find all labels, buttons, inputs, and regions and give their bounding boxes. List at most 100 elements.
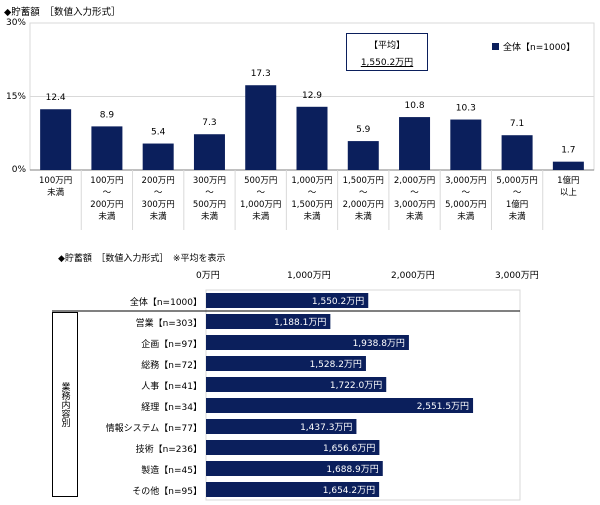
average-value: 1,550.2万円 <box>360 58 414 68</box>
category-label-line: 200万円 <box>141 176 175 186</box>
category-label-line: 未満 <box>508 212 526 222</box>
row-label-5: 経理【n=34】 <box>141 402 202 413</box>
category-label-line: 1,000万円 <box>291 176 333 186</box>
hbar-4 <box>206 377 387 392</box>
y-tick-30: 30% <box>5 18 26 28</box>
hvalue-label-7: 1,656.6万円 <box>323 443 375 454</box>
value-label-10: 1.7 <box>561 146 575 156</box>
x-tick-1000: 1,000万円 <box>287 271 331 281</box>
category-label-line: ～ <box>307 188 317 198</box>
bar-6 <box>347 141 379 170</box>
category-label-line: ～ <box>256 188 265 198</box>
hbar-0 <box>206 293 369 308</box>
category-label-line: 1億円 <box>557 176 580 186</box>
category-label-8: 3,000万円 ～ 5,000万円 未満 <box>440 175 492 223</box>
plot2-frame <box>205 289 521 501</box>
row-label-7: 技術【n=236】 <box>135 444 202 455</box>
category-label-line: ～ <box>512 188 522 198</box>
value-label-9: 7.1 <box>510 119 524 129</box>
category-label-line: 未満 <box>149 212 167 222</box>
hvalue-label-1: 1,188.1万円 <box>274 317 326 328</box>
hvalue-label-0: 1,550.2万円 <box>312 296 364 307</box>
value-label-7: 10.8 <box>405 101 425 111</box>
bar-5 <box>296 106 328 170</box>
category-label-line: 500万円 <box>192 200 227 210</box>
hvalue-label-6: 1,437.3万円 <box>300 422 352 433</box>
row-label-0: 全体【n=1000】 <box>129 297 202 308</box>
category-label-line: 未満 <box>98 212 116 222</box>
category-label-line: 5,000万円 <box>445 200 487 210</box>
category-label-line: 300万円 <box>192 176 227 186</box>
category-label-line: 未満 <box>354 212 372 222</box>
row-label-1: 営業【n=303】 <box>135 318 202 329</box>
legend-label: 全体【n=1000】 <box>503 43 576 53</box>
category-label-line: ～ <box>102 188 112 198</box>
category-label-line: 未満 <box>303 212 321 222</box>
row-label-6: 情報システム【n=77】 <box>105 423 202 434</box>
category-label-line: 1,500万円 <box>342 176 384 186</box>
category-label-4: 500万円 ～ 1,000万円 未満 <box>235 175 287 223</box>
category-label-line: 200万円 <box>90 200 124 210</box>
value-label-3: 7.3 <box>202 118 216 128</box>
category-label-5: 1,000万円 ～ 1,500万円 未満 <box>286 175 338 223</box>
hvalue-label-8: 1,688.9万円 <box>326 464 378 475</box>
x-tick-3000: 3,000万円 <box>495 271 539 281</box>
category-label-line: 1億円 <box>505 200 529 210</box>
chart1-legend: 全体【n=1000】 <box>492 40 575 53</box>
category-label-1: 100万円 ～ 200万円 未満 <box>81 175 133 223</box>
bar-0 <box>40 109 72 170</box>
category-label-line: 3,000万円 <box>445 176 487 186</box>
bar-8 <box>450 119 482 170</box>
category-label-line: 未満 <box>457 212 475 222</box>
bar-4 <box>245 85 277 170</box>
bar-1 <box>91 126 123 170</box>
row-label-2: 企画【n=97】 <box>141 339 202 350</box>
category-label-line: ～ <box>359 188 368 198</box>
category-label-line: 2,000万円 <box>393 176 436 186</box>
category-label-line: 未満 <box>200 212 218 222</box>
category-label-line: 未満 <box>47 188 65 198</box>
category-label-line: ～ <box>153 188 163 198</box>
category-label-line: ～ <box>410 188 419 198</box>
row-label-8: 製造【n=45】 <box>141 465 202 476</box>
category-label-line: 未満 <box>406 212 424 222</box>
group-label: 業務内容別 <box>52 312 78 497</box>
hbar-6 <box>206 419 357 434</box>
hvalue-label-3: 1,528.2万円 <box>310 359 362 370</box>
row-label-3: 総務【n=72】 <box>141 360 202 371</box>
category-label-2: 200万円 ～ 300万円未満 <box>132 175 184 223</box>
legend-swatch <box>492 43 499 50</box>
hbar-7 <box>206 440 380 455</box>
category-label-line: 2,000万円 <box>342 200 384 210</box>
hbar-8 <box>206 461 383 476</box>
hbar-5 <box>206 398 474 413</box>
bar-2 <box>142 143 174 170</box>
value-label-4: 17.3 <box>251 69 271 79</box>
y-tick-15: 15% <box>5 92 26 102</box>
chart1-title: ◆貯蓄額 ［数値入力形式］ <box>4 7 121 18</box>
y-tick-0: 0% <box>11 165 26 175</box>
category-label-line: 3,000万円 <box>393 200 436 210</box>
category-label-line: 300万円 <box>141 200 175 210</box>
category-label-9: 5,000万円 ～ 1億円 未満 <box>491 175 543 223</box>
bar-3 <box>193 134 225 170</box>
value-label-2: 5.4 <box>151 128 166 138</box>
category-label-0: 100万円 未満 <box>30 175 82 199</box>
value-label-0: 12.4 <box>46 93 66 103</box>
category-label-line: 1,500万円 <box>291 200 333 210</box>
hbar-1 <box>206 314 331 329</box>
hvalue-label-2: 1,938.8万円 <box>353 338 405 349</box>
average-label: 【平均】 <box>368 41 405 51</box>
category-label-7: 2,000万円 ～ 3,000万円 未満 <box>389 175 441 223</box>
hvalue-label-9: 1,654.2万円 <box>323 485 375 496</box>
bar-9 <box>501 135 533 170</box>
category-label-10: 1億円 以上 <box>542 175 594 199</box>
hvalue-label-4: 1,722.0万円 <box>330 380 382 391</box>
chart2-title: ◆貯蓄額 ［数値入力形式］ ※平均を表示 <box>58 254 226 264</box>
average-annotation: 【平均】 1,550.2万円 <box>346 33 428 71</box>
bar-7 <box>399 117 431 170</box>
row-label-4: 人事【n=41】 <box>141 381 202 392</box>
category-label-6: 1,500万円 ～ 2,000万円 未満 <box>337 175 389 223</box>
category-label-line: 未満 <box>252 212 270 222</box>
